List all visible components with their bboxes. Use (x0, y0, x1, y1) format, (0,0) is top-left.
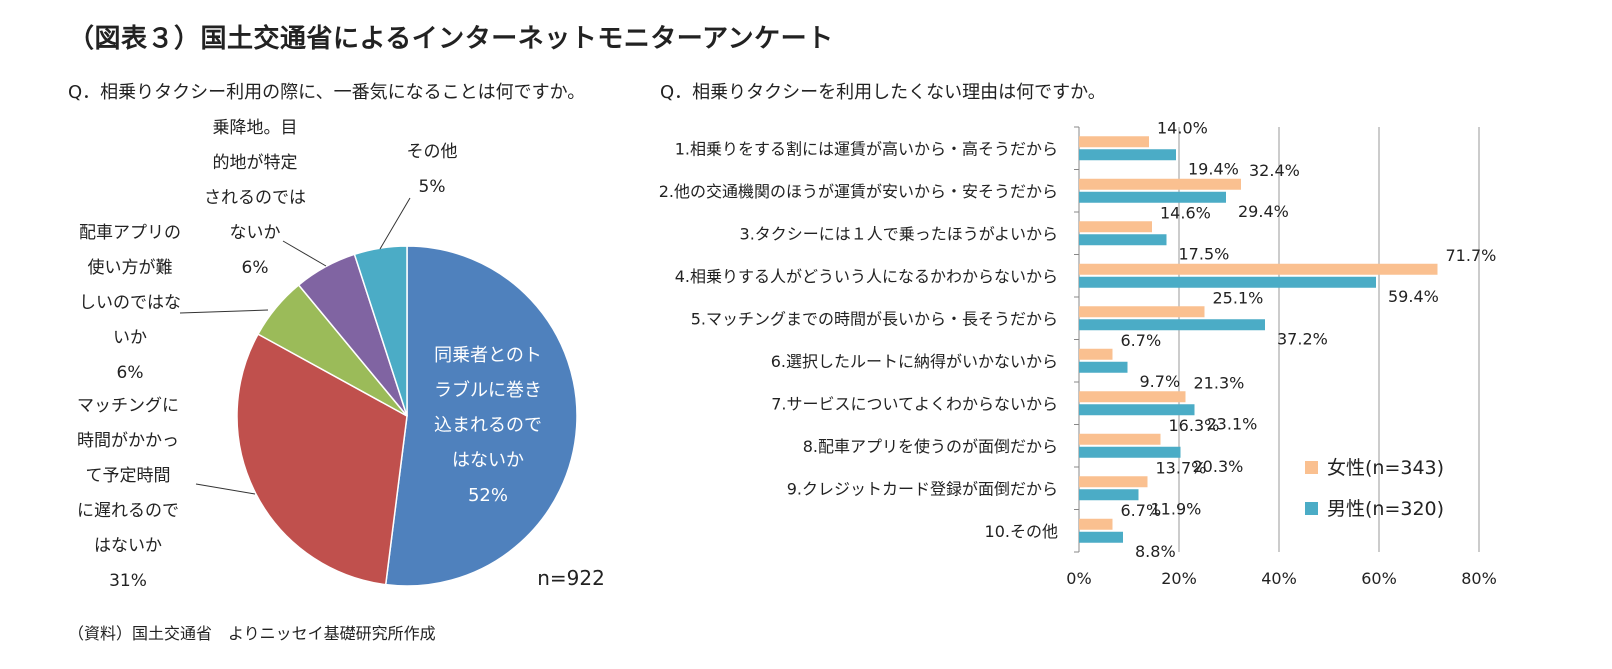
bar-female (1079, 476, 1148, 488)
pie-slice-label: て予定時間 (86, 466, 171, 486)
category-label: 5.マッチングまでの時間が長いから・長そうだから (691, 309, 1058, 328)
value-label-male: 23.1% (1207, 414, 1258, 433)
category-label: 3.タクシーには１人で乗ったほうがよいから (740, 224, 1058, 243)
pie-slice-label: 同乗者とのト (434, 345, 542, 366)
category-label: 2.他の交通機関のほうが運賃が安いから・安そうだから (659, 182, 1058, 201)
value-label-male: 19.4% (1188, 159, 1239, 178)
value-label-male: 59.4% (1388, 287, 1439, 306)
pie-leader-line (179, 309, 269, 314)
value-label-female: 6.7% (1121, 501, 1162, 520)
legend-swatch (1305, 502, 1318, 515)
x-tick-label: 20% (1161, 569, 1197, 588)
x-tick-label: 60% (1361, 569, 1397, 588)
value-label-female: 14.0% (1157, 118, 1208, 137)
legend-swatch (1305, 461, 1318, 474)
value-label-female: 71.7% (1446, 246, 1497, 265)
bar-male (1079, 191, 1226, 203)
pie-slice-percent: 31% (109, 571, 147, 591)
bar-male (1079, 361, 1128, 373)
bar-male (1079, 446, 1181, 458)
page-title: （図表３）国土交通省によるインターネットモニターアンケート (68, 24, 834, 54)
bar-question: Q．相乗りタクシーを利用したくない理由は何ですか。 (660, 82, 1106, 103)
pie-slice-label: ラブルに巻き (434, 379, 542, 401)
pie-slice-label: ないか (230, 223, 281, 243)
value-label-male: 29.4% (1238, 202, 1289, 221)
bar-chart: 0% 20% 40% 60% 80% 1.相乗りをする割には運賃が高いから・高そうだから 1… (659, 118, 1497, 588)
bar-female (1079, 306, 1205, 318)
pie-slice-label: はないか (94, 536, 162, 556)
legend-label: 女性(n=343) (1327, 457, 1444, 479)
bar-male (1079, 404, 1195, 416)
bar-female (1079, 391, 1186, 403)
category-label: 10.その他 (985, 522, 1058, 541)
pie-slice-percent: 5% (419, 177, 446, 197)
pie-slice-label: 時間がかかっ (77, 431, 179, 451)
legend-label: 男性(n=320) (1327, 498, 1444, 520)
pie-question: Q．相乗りタクシー利用の際に、一番気になることは何ですか。 (68, 82, 586, 103)
bar-male (1079, 149, 1176, 161)
pie-slice-label: 乗降地。目 (213, 118, 298, 138)
pie-slice-label: マッチングに (77, 396, 179, 416)
pie-leader-line (379, 197, 411, 250)
pie-slice-label: はないか (452, 450, 524, 471)
pie-slice-label: いか (113, 328, 147, 348)
value-label-female: 21.3% (1194, 373, 1245, 392)
pie-slice-label: に遅れるので (77, 501, 179, 521)
category-label: 4.相乗りする人がどういう人になるかわからないから (675, 267, 1058, 286)
bar-female (1079, 348, 1113, 360)
pie-slice-label: されるのでは (204, 188, 306, 208)
category-label: 9.クレジットカード登録が面倒だから (787, 479, 1058, 498)
pie-chart: 同乗者とのトラブルに巻き込まれるのではないか52%マッチングに時間がかかって予定… (77, 118, 605, 591)
bar-female (1079, 178, 1241, 190)
pie-slice-percent: 52% (468, 485, 508, 506)
pie-slice-label: 使い方が難 (88, 257, 173, 278)
x-tick-label: 40% (1261, 569, 1297, 588)
pie-slice (384, 245, 578, 587)
category-label: 8.配車アプリを使うのが面倒だから (803, 437, 1058, 456)
value-label-female: 25.1% (1213, 288, 1264, 307)
pie-slice-label: 込まれるので (434, 415, 542, 436)
pie-n-label: n=922 (537, 566, 605, 590)
bar-male (1079, 319, 1265, 331)
source-note: （資料）国土交通省 よりニッセイ基礎研究所作成 (68, 624, 436, 643)
bar-male (1079, 234, 1167, 246)
bar-female (1079, 518, 1113, 530)
x-tick-label: 0% (1066, 569, 1091, 588)
value-label-male: 20.3% (1193, 457, 1244, 476)
value-label-female: 14.6% (1160, 203, 1211, 222)
pie-slice-label: 配車アプリの (79, 223, 181, 243)
value-label-female: 16.3% (1169, 416, 1220, 435)
bar-female (1079, 263, 1438, 275)
value-label-male: 37.2% (1277, 329, 1328, 348)
value-label-male: 11.9% (1151, 499, 1202, 518)
value-label-male: 17.5% (1179, 244, 1230, 263)
pie-leader-line (282, 240, 327, 267)
value-label-female: 13.7% (1156, 458, 1207, 477)
bar-male (1079, 531, 1123, 543)
value-label-male: 9.7% (1140, 372, 1181, 391)
pie-leader-line (195, 483, 256, 495)
bar-male (1079, 489, 1139, 501)
category-label: 1.相乗りをする割には運賃が高いから・高そうだから (675, 139, 1058, 158)
value-label-male: 8.8% (1135, 542, 1176, 561)
pie-slice (236, 333, 408, 586)
pie-slice-label: 的地が特定 (213, 153, 298, 173)
pie-slice-label: その他 (407, 142, 458, 162)
value-label-female: 32.4% (1249, 161, 1300, 180)
value-label-female: 6.7% (1121, 331, 1162, 350)
bar-female (1079, 136, 1149, 148)
pie-slice-percent: 6% (117, 363, 144, 383)
pie-slice-percent: 6% (242, 258, 269, 278)
bar-male (1079, 276, 1376, 288)
bar-female (1079, 433, 1161, 445)
pie-slice-label: しいのではな (79, 293, 181, 313)
category-label: 6.選択したルートに納得がいかないから (771, 352, 1058, 371)
bar-female (1079, 221, 1152, 233)
x-tick-label: 80% (1461, 569, 1497, 588)
category-label: 7.サービスについてよくわからないから (771, 394, 1058, 413)
